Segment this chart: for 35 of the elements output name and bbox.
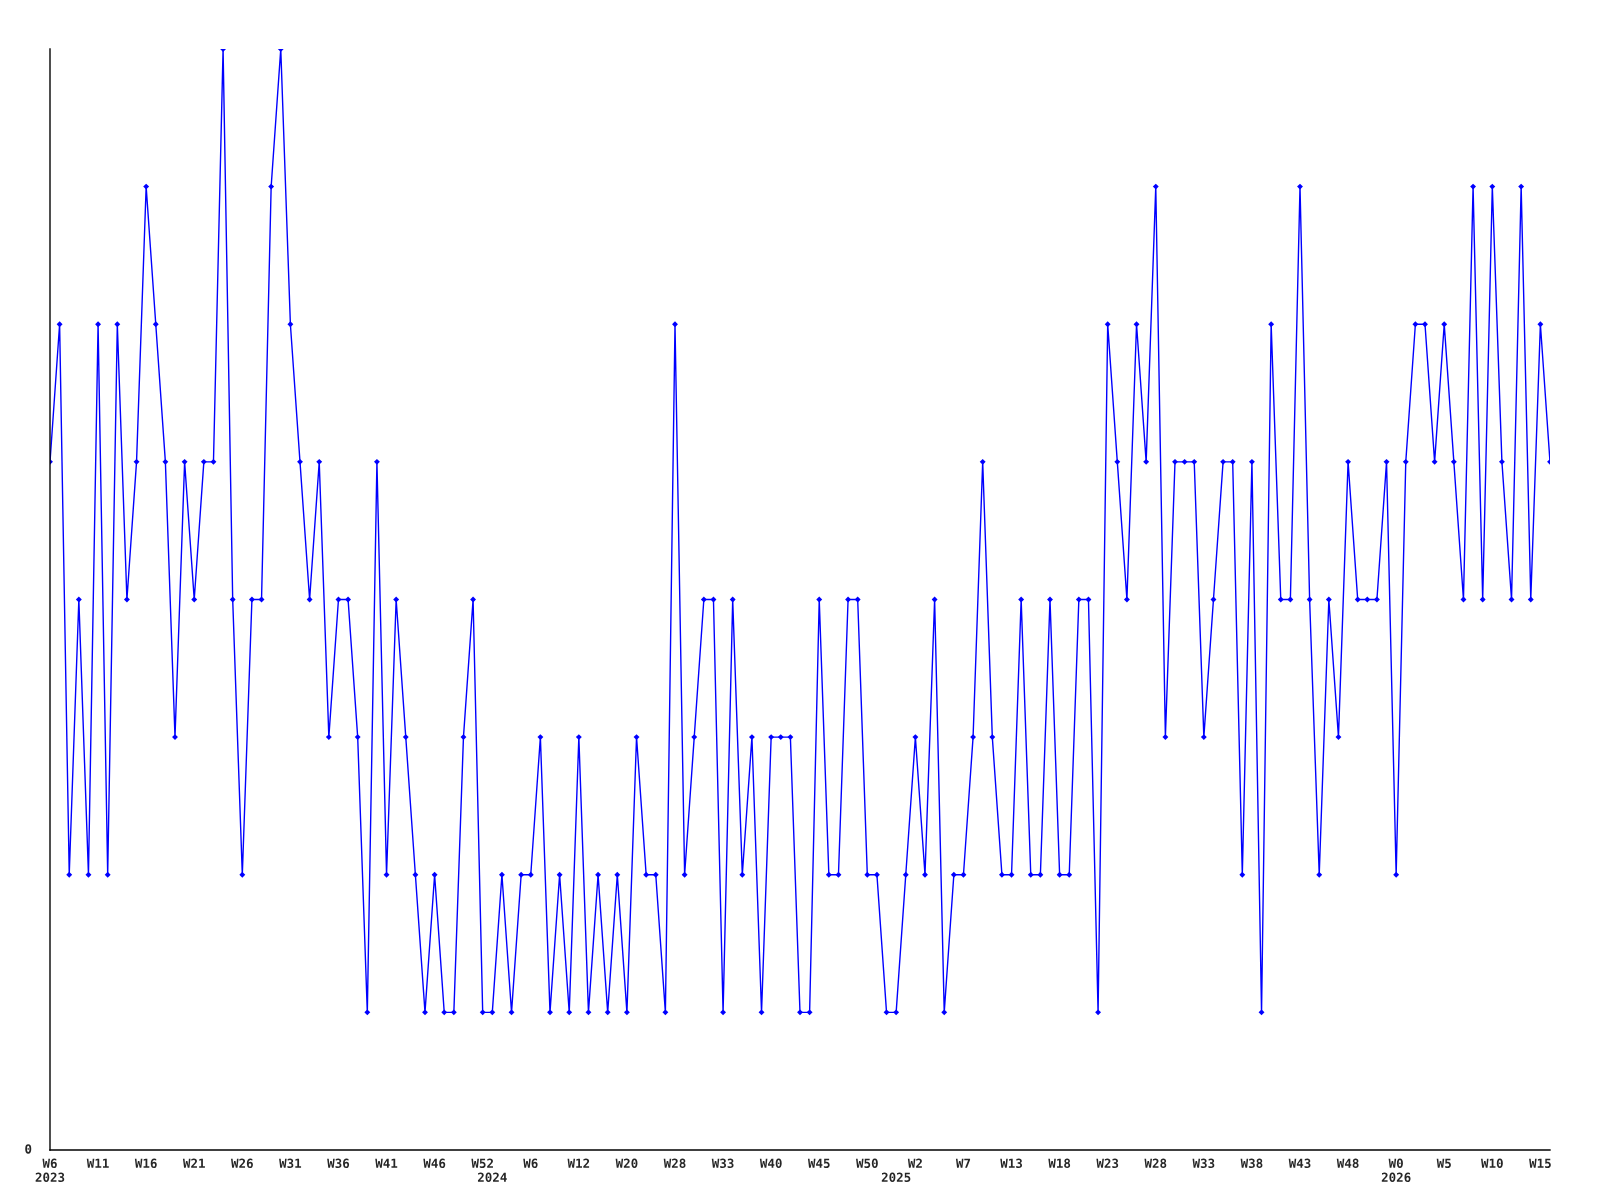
x-tick-label: W0 2026 [1381,1158,1411,1183]
x-tick-label: W5 [1436,1158,1451,1169]
x-tick-label: W20 [615,1158,638,1169]
text: 0 [25,1144,32,1154]
x-tick-label: W46 [423,1158,446,1169]
x-tick-label: W13 [1000,1158,1023,1169]
x-tick-label: 2025 [881,1172,911,1183]
x-tick-label: W36 [327,1158,350,1169]
x-tick-label: 2024 [477,1172,507,1183]
x-tick-label: W50 [856,1158,878,1169]
x-tick-label: W12 [567,1158,590,1168]
x-tick-label: W18 [1048,1158,1071,1169]
x-tick-label: W48 [1336,1158,1359,1169]
x-tick-label: W16 [134,1158,157,1169]
x-tick-label: W33 [1192,1158,1215,1169]
x-tick-label: W26 [231,1158,253,1169]
x-tick-label: W45 [807,1158,830,1169]
x-tick-label: W6 2023 [35,1158,65,1183]
x-tick-label: W28 [1144,1158,1167,1169]
x-tick-label: W2 [907,1158,922,1168]
x-tick-label: W15 [1529,1158,1551,1169]
x-tick-label: W43 [1288,1158,1311,1169]
x-tick-label: W21 [182,1158,205,1168]
x-tick-label: W31 [279,1158,302,1169]
x-tick-label: W10 [1481,1158,1503,1169]
x-tick-label: W52 [471,1158,493,1169]
x-tick-label: W41 [375,1158,398,1168]
x-tick-label: W11 [86,1158,109,1168]
x-tick-label: W7 [955,1158,971,1168]
x-tick-label: W40 [759,1158,782,1169]
x-tick-label: W33 [711,1158,734,1169]
x-tick-label: W28 [663,1158,686,1169]
x-tick-label: W38 [1240,1158,1263,1169]
x-tick-label: W6 [523,1158,538,1169]
x-tick-label: W23 [1096,1158,1119,1169]
